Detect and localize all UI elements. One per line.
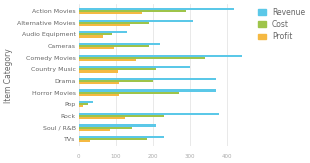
Bar xyxy=(79,117,125,119)
Bar xyxy=(79,70,117,73)
Bar xyxy=(79,138,147,140)
Bar xyxy=(79,113,219,115)
Bar xyxy=(79,12,142,14)
Bar xyxy=(79,59,136,61)
Bar xyxy=(79,45,149,47)
Bar xyxy=(79,89,216,92)
Bar xyxy=(79,78,216,80)
Bar xyxy=(79,43,160,45)
Bar xyxy=(79,82,119,84)
Bar xyxy=(79,101,93,103)
Bar xyxy=(79,94,119,96)
Bar xyxy=(79,105,83,107)
Y-axis label: Item Category: Item Category xyxy=(4,48,13,103)
Bar xyxy=(79,57,205,59)
Legend: Revenue, Cost, Profit: Revenue, Cost, Profit xyxy=(258,8,305,41)
Bar xyxy=(79,124,157,126)
Bar xyxy=(79,10,186,12)
Bar xyxy=(79,33,112,36)
Bar xyxy=(79,36,103,38)
Bar xyxy=(79,8,234,10)
Bar xyxy=(79,136,164,138)
Bar xyxy=(79,140,90,142)
Bar xyxy=(79,47,114,49)
Bar xyxy=(79,103,88,105)
Bar xyxy=(79,24,131,26)
Bar xyxy=(79,115,164,117)
Bar xyxy=(79,55,241,57)
Bar xyxy=(79,22,149,24)
Bar xyxy=(79,126,132,129)
Bar xyxy=(79,31,127,33)
Bar xyxy=(79,92,179,94)
Bar xyxy=(79,129,110,131)
Bar xyxy=(79,20,193,22)
Bar xyxy=(79,66,190,68)
Bar xyxy=(79,68,157,70)
Bar xyxy=(79,80,153,82)
